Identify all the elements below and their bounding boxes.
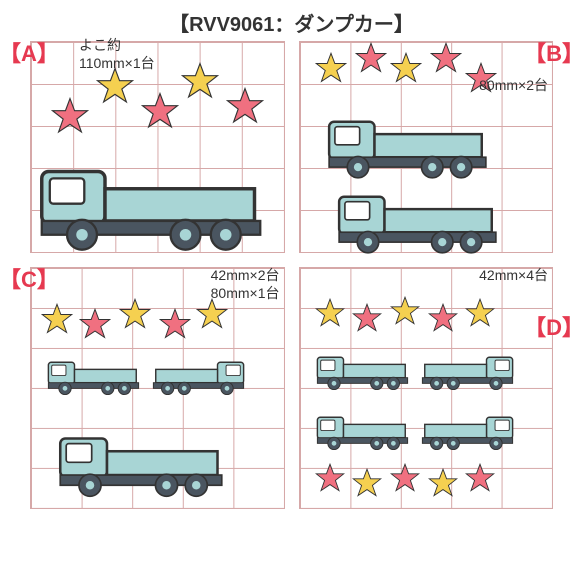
size-a: よこ約 110mm×1台 bbox=[79, 36, 155, 72]
title-code: RVV9061 bbox=[189, 14, 274, 36]
star-icon bbox=[352, 303, 382, 338]
panel-b: 【B】 80mm×2台 bbox=[299, 41, 554, 253]
panel-d-content bbox=[300, 268, 553, 508]
star-icon bbox=[96, 67, 134, 110]
truck-icon bbox=[36, 137, 266, 257]
size-d: 42mm×4台 bbox=[479, 266, 548, 284]
star-icon bbox=[315, 463, 345, 498]
star-icon bbox=[315, 298, 345, 333]
truck-icon bbox=[46, 348, 141, 401]
truck-icon bbox=[420, 403, 515, 456]
truck-icon bbox=[335, 172, 500, 260]
panel-b-content bbox=[300, 42, 553, 252]
star-icon bbox=[390, 52, 422, 89]
size-c-line1: 42mm×2台 bbox=[211, 266, 280, 284]
star-icon bbox=[181, 62, 219, 105]
truck-icon bbox=[56, 413, 226, 503]
panel-c-content bbox=[31, 268, 284, 508]
star-icon bbox=[159, 308, 191, 345]
star-icon bbox=[428, 303, 458, 338]
star-icon bbox=[355, 42, 387, 79]
size-b: 80mm×2台 bbox=[479, 76, 548, 94]
panel-a: 【A】 よこ約 110mm×1台 bbox=[30, 41, 285, 253]
star-icon bbox=[315, 52, 347, 89]
star-icon bbox=[226, 87, 264, 130]
star-icon bbox=[141, 92, 179, 135]
panel-a-content bbox=[31, 42, 284, 252]
star-icon bbox=[428, 468, 458, 503]
truck-icon bbox=[151, 348, 246, 401]
label-a: 【A】 bbox=[0, 36, 59, 68]
size-b-line1: 80mm×2台 bbox=[479, 76, 548, 94]
star-icon bbox=[51, 97, 89, 140]
star-icon bbox=[390, 296, 420, 331]
label-d: 【D】 bbox=[524, 310, 583, 342]
star-icon bbox=[465, 298, 495, 333]
star-icon bbox=[41, 303, 73, 340]
truck-icon bbox=[315, 403, 410, 456]
title-name: ダンプカー bbox=[294, 14, 393, 36]
size-a-line1: よこ約 bbox=[79, 36, 155, 54]
star-icon bbox=[430, 42, 462, 79]
label-b: 【B】 bbox=[524, 36, 583, 68]
panel-d: 【D】 42mm×4台 bbox=[299, 267, 554, 509]
star-icon bbox=[79, 308, 111, 345]
size-c: 42mm×2台 80mm×1台 bbox=[211, 266, 280, 302]
star-icon bbox=[196, 298, 228, 335]
title-bracket-close: 】 bbox=[394, 14, 414, 36]
star-icon bbox=[465, 463, 495, 498]
truck-icon bbox=[420, 343, 515, 396]
size-a-line2: 110mm×1台 bbox=[79, 54, 155, 72]
size-c-line2: 80mm×1台 bbox=[211, 284, 280, 302]
panel-c: 【C】 42mm×2台 80mm×1台 bbox=[30, 267, 285, 509]
size-d-line1: 42mm×4台 bbox=[479, 266, 548, 284]
star-icon bbox=[119, 298, 151, 335]
title-sep: ： bbox=[274, 14, 294, 36]
product-title: 【RVV9061：ダンプカー】 bbox=[0, 0, 583, 41]
title-bracket-open: 【 bbox=[169, 14, 189, 36]
truck-icon bbox=[315, 343, 410, 396]
star-icon bbox=[352, 468, 382, 503]
star-icon bbox=[390, 463, 420, 498]
label-c: 【C】 bbox=[0, 262, 59, 294]
panel-grid: 【A】 よこ約 110mm×1台 【B】 80mm×2台 【C】 42mm×2台… bbox=[0, 41, 583, 509]
